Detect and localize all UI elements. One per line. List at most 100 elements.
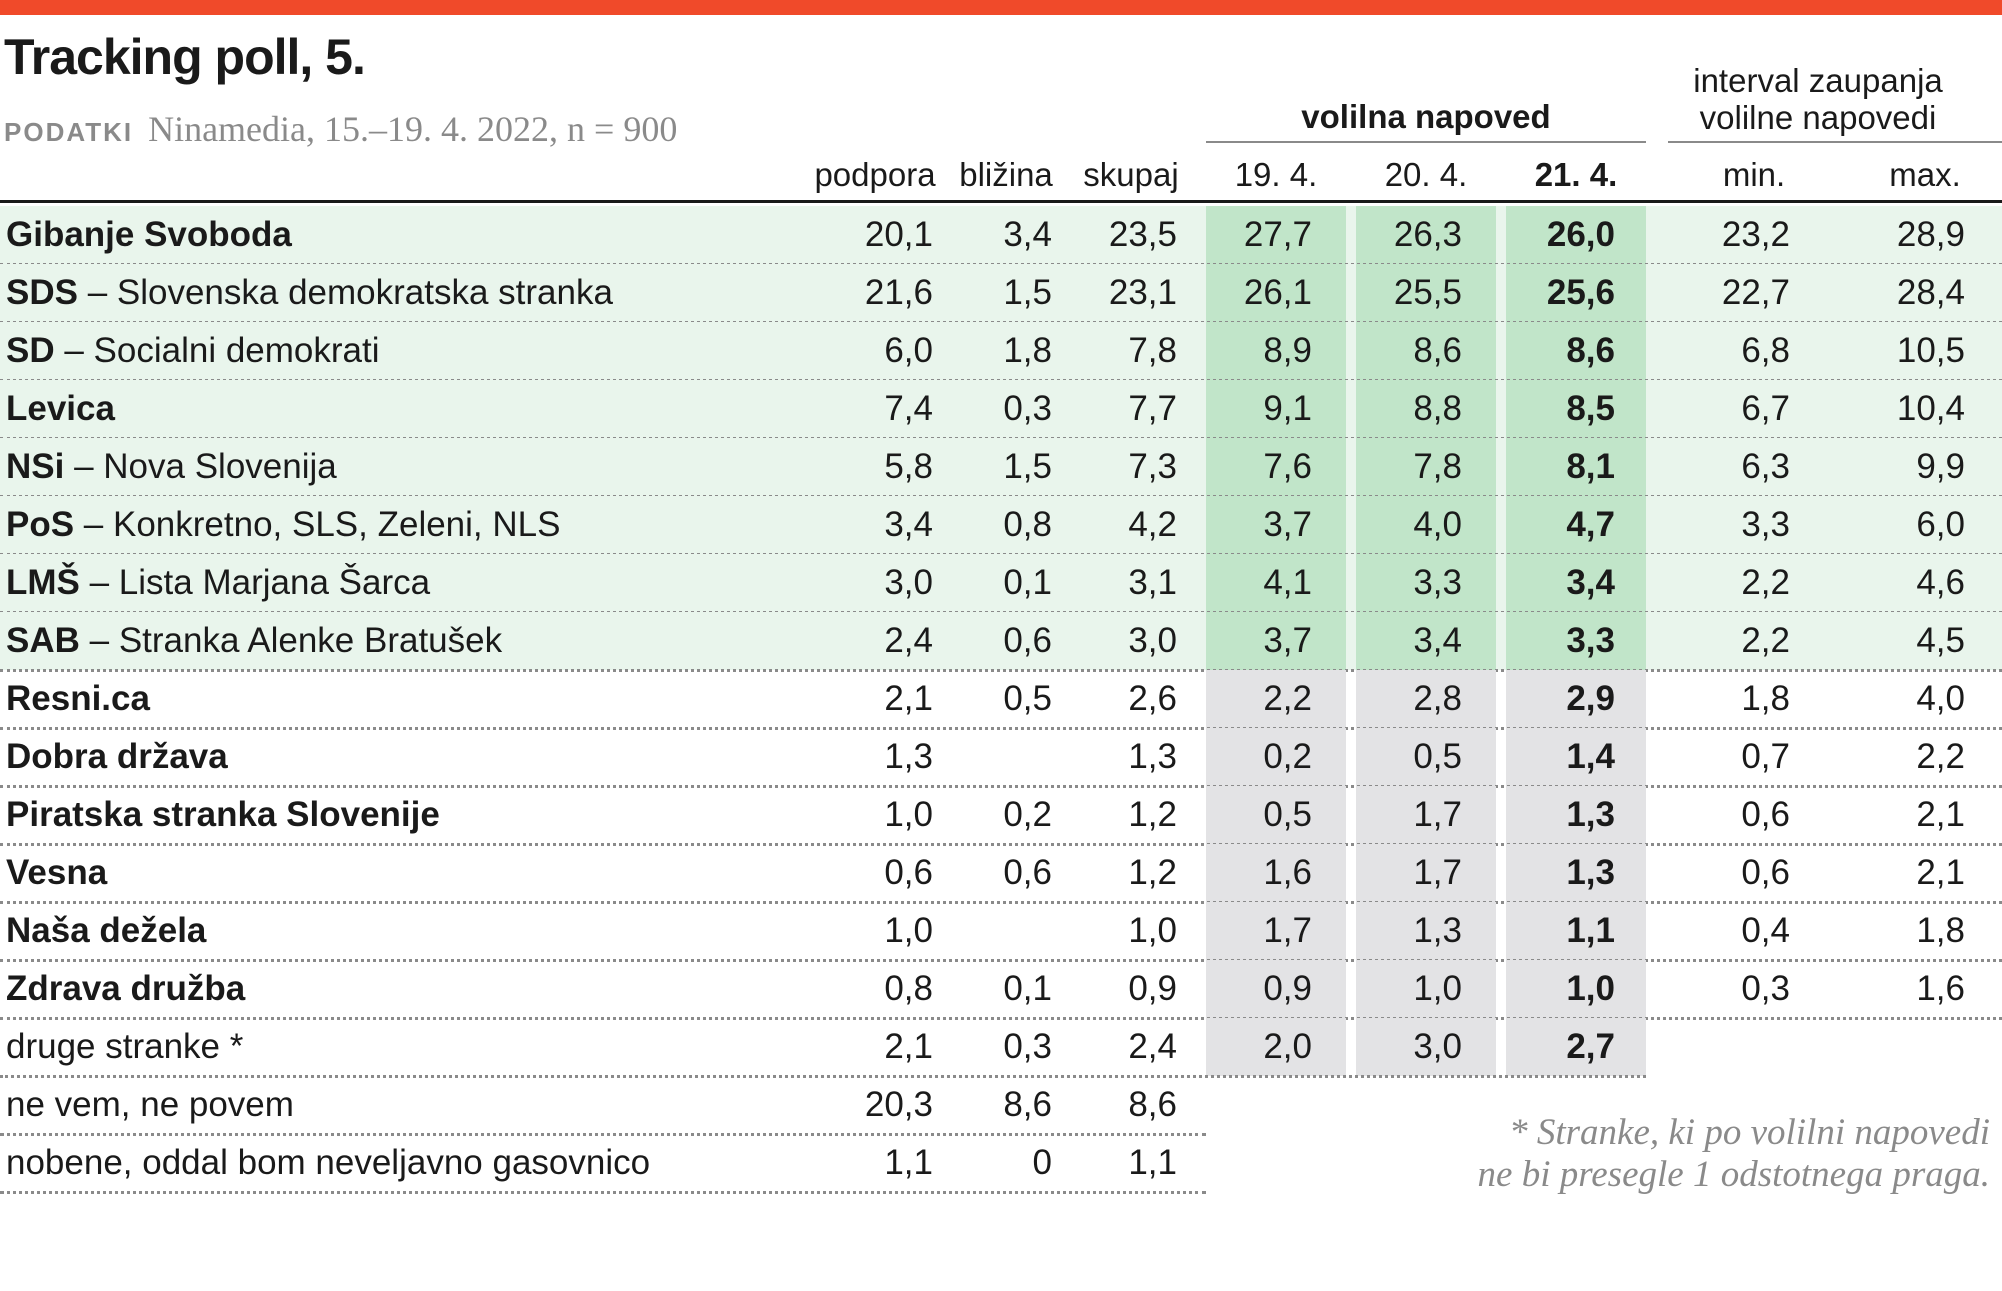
row-divider [0,901,2002,904]
value-max: 4,0 [1916,679,1965,718]
value-podpora: 20,1 [864,215,933,254]
row-divider [0,1191,1206,1194]
value-d20: 26,3 [1393,215,1462,254]
chart-title: Tracking poll, 5. [4,29,366,85]
value-d20: 1,7 [1413,853,1462,892]
forecast-cell-background [1506,554,1646,612]
table-row: LMŠ – Lista Marjana Šarca 3,0 0,1 3,1 4,1 3,3… [0,554,2002,614]
value-max: 2,1 [1916,795,1965,834]
table-row: Piratska stranka Slovenije 1,0 0,2 1,2 0,5 1,… [0,786,2002,846]
party-full-name: – Stranka Alenke Bratušek [79,621,503,660]
party-name: Levica [6,380,115,438]
value-min: 23,2 [1721,215,1790,254]
value-d19: 3,7 [1263,621,1312,660]
value-d19: 26,1 [1243,273,1312,312]
value-max: 6,0 [1916,505,1965,544]
table-row: druge stranke * 2,1 0,3 2,4 2,0 3,0 2,7 [0,1018,2002,1078]
value-min: 0,6 [1741,795,1790,834]
column-header-max: max. [1889,156,1961,193]
forecast-cell-background [1506,786,1646,844]
row-divider [0,785,2002,788]
forecast-cell-background [1206,670,1346,728]
table-row: SAB – Stranka Alenke Bratušek 2,4 0,6 3,0 3,… [0,612,2002,672]
value-blizina: 0,6 [1003,853,1052,892]
party-abbr: Vesna [6,853,108,892]
value-min: 2,2 [1741,563,1790,602]
value-max: 2,1 [1916,853,1965,892]
column-header-blizina: bližina [959,156,1053,193]
value-d21: 2,9 [1566,679,1615,718]
party-name: PoS – Konkretno, SLS, Zeleni, NLS [6,496,560,554]
value-d20: 1,7 [1413,795,1462,834]
table-row: Zdrava družba 0,8 0,1 0,9 0,9 1,0 1,0 0,3 1,6 [0,960,2002,1020]
group-header-interval-line2: volilne napovedi [1699,99,1937,136]
party-name: NSi – Nova Slovenija [6,438,337,496]
value-d20: 8,8 [1413,389,1462,428]
value-d21: 8,6 [1566,331,1615,370]
forecast-cell-background [1356,554,1496,612]
value-skupaj: 3,1 [1128,563,1177,602]
row-background [0,612,2002,670]
forecast-cell-background [1506,264,1646,322]
party-full-name: – Slovenska demokratska stranka [77,273,613,312]
source-text: Ninamedia, 15.–19. 4. 2022, n = 900 [148,109,678,149]
forecast-cell-background [1356,960,1496,1018]
forecast-cell-background [1506,496,1646,554]
value-blizina: 0,3 [1003,1027,1052,1066]
party-abbr: SD [6,331,55,370]
party-name: Piratska stranka Slovenije [6,786,440,844]
value-d19: 2,2 [1263,679,1312,718]
value-podpora: 0,8 [884,969,933,1008]
value-blizina: 0,6 [1003,621,1052,660]
value-skupaj: 8,6 [1128,1085,1177,1124]
forecast-cell-background [1506,612,1646,670]
value-blizina: 0,1 [1003,969,1052,1008]
forecast-cell-background [1206,728,1346,786]
party-abbr: Zdrava družba [6,969,246,1008]
party-full-name: – Socialni demokrati [54,331,380,370]
value-d21: 1,3 [1566,853,1615,892]
table-row: Vesna 0,6 0,6 1,2 1,6 1,7 1,3 0,6 2,1 [0,844,2002,904]
value-skupaj: 4,2 [1128,505,1177,544]
value-d19: 7,6 [1263,447,1312,486]
forecast-cell-background [1506,728,1646,786]
party-full-name: ne vem, ne povem [6,1085,294,1124]
value-d19: 8,9 [1263,331,1312,370]
forecast-cell-background [1206,206,1346,264]
value-d21: 1,0 [1566,969,1615,1008]
party-name: ne vem, ne povem [6,1076,294,1134]
value-blizina: 1,5 [1003,447,1052,486]
forecast-cell-background [1356,612,1496,670]
forecast-cell-background [1506,438,1646,496]
value-skupaj: 2,4 [1128,1027,1177,1066]
value-podpora: 1,3 [884,737,933,776]
value-max: 28,9 [1896,215,1965,254]
forecast-cell-background [1506,322,1646,380]
value-blizina: 0,3 [1003,389,1052,428]
table-row: Levica 7,4 0,3 7,7 9,1 8,8 8,5 6,7 10,4 [0,380,2002,440]
column-header-21-4: 21. 4. [1534,156,1618,193]
value-min: 0,4 [1741,911,1790,950]
row-divider [0,1017,2002,1020]
value-d20: 1,3 [1413,911,1462,950]
value-skupaj: 1,2 [1128,795,1177,834]
row-divider [0,843,2002,846]
value-skupaj: 0,9 [1128,969,1177,1008]
value-min: 0,6 [1741,853,1790,892]
party-name: Resni.ca [6,670,150,728]
value-min: 22,7 [1721,273,1790,312]
value-d19: 3,7 [1263,505,1312,544]
party-name: Zdrava družba [6,960,245,1018]
value-d20: 4,0 [1413,505,1462,544]
value-max: 9,9 [1916,447,1965,486]
forecast-cell-background [1356,438,1496,496]
party-full-name: druge stranke * [6,1027,244,1066]
forecast-cell-background [1206,496,1346,554]
value-d20: 3,0 [1413,1027,1462,1066]
forecast-cell-background [1206,786,1346,844]
forecast-cell-background [1356,496,1496,554]
value-blizina: 1,5 [1003,273,1052,312]
value-max: 4,5 [1916,621,1965,660]
forecast-cell-background [1206,844,1346,902]
party-abbr: SDS [6,273,78,312]
